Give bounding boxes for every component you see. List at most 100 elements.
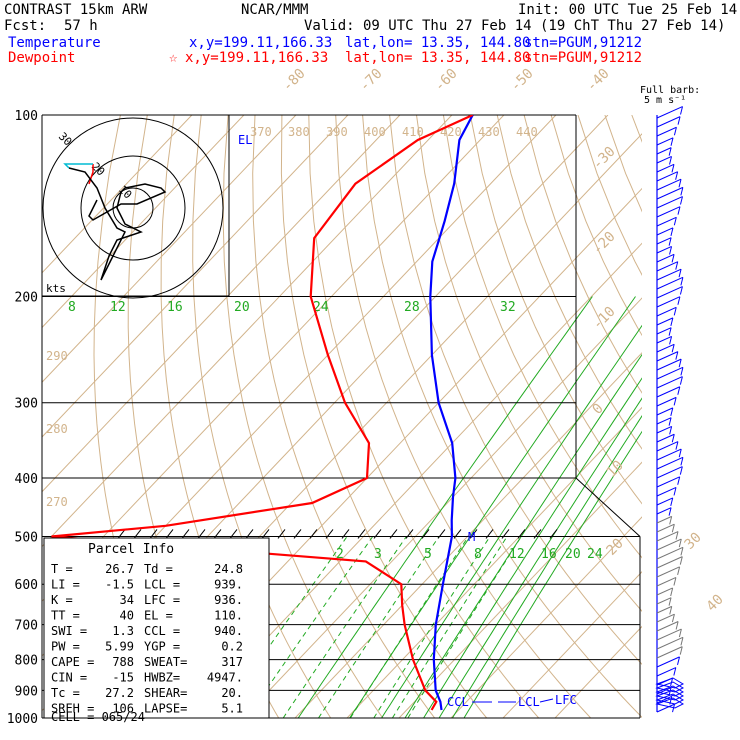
wind-barb-cluster [655,689,685,701]
hatch-mark [469,529,478,539]
moist-adiabat-line [407,536,522,718]
theta-label: 380 [288,125,310,139]
wind-barb-flag [671,254,675,263]
wind-barb-flag [671,434,675,443]
wind-barb [656,433,675,443]
wind-barb-flag [677,296,681,305]
theta-label: 430 [478,125,500,139]
ccl-annotation: CCL [447,695,469,709]
wind-barb [656,261,678,272]
wind-barb [656,656,680,668]
parcel-param-value: 26.7 [105,562,134,576]
pressure-tick-label: 600 [15,578,38,593]
moist-adiabat-label: 3 [374,547,382,562]
parcel-param-value: 40 [120,609,134,623]
parcel-param-value: 1.3 [112,624,134,638]
isotherm-line [502,571,642,718]
wind-barb-flag [678,448,682,458]
wind-barb [656,206,681,218]
dry-adiabat-line [416,115,642,612]
temperature-legend-label: Temperature [8,35,101,51]
hatch-mark [149,529,158,539]
hatch-mark [181,529,190,539]
mixing-ratio-line [423,377,642,718]
theta-label: 400 [364,125,386,139]
wind-barb-cluster [655,685,685,697]
wind-barb-flag [677,566,681,575]
right-axis-bend [575,477,641,537]
wind-barb-flag [673,487,677,496]
pressure-tick-label: 700 [15,619,38,634]
wind-barb-flag [680,106,683,115]
hatch-mark [245,529,254,539]
wind-barb [656,556,683,569]
wind-barb-flag [668,507,672,516]
dewpoint-xy: x,y=199.11,166.33 [185,50,329,66]
theta-label-left: 280 [46,422,68,436]
wind-barb-flag [671,344,675,353]
hatch-mark [533,529,542,539]
el-annotation: EL [238,133,252,147]
wind-barb [656,396,677,407]
wind-barb-flag [679,556,683,565]
hatch-mark [341,529,350,539]
wind-barb-flag [671,524,675,533]
wind-barb-flag [680,277,684,286]
wind-barb-flag [680,367,684,376]
parcel-param-value: 20. [221,686,243,700]
wind-barb-flag [673,397,677,406]
moist-adiabat-line [282,536,407,718]
hatch-mark [325,529,334,539]
wind-barb [656,268,682,281]
wind-barb-flag [673,307,677,316]
parcel-param-value: 106 [112,702,134,716]
temperature-latlon: lat,lon= 13.35, 144.80 [345,35,531,51]
isotherm-line [242,297,642,718]
dry-adiabat-line [631,115,642,143]
hodograph-mid-level-trace [63,163,93,169]
theta-label: 410 [402,125,424,139]
wind-barb-flag [675,261,679,270]
wind-barb [656,296,681,308]
wind-barb [656,605,672,614]
wind-barb [656,466,683,479]
hatch-mark [421,529,430,539]
wind-barb-flag [670,227,674,236]
isotherm-label: 20 [604,536,627,559]
parcel-param-label: EL = [144,609,173,623]
moist-adiabat-label: 5 [424,547,432,562]
wind-barb [656,667,677,677]
parcel-param-label: LCL = [144,578,180,592]
wind-barb [656,351,679,362]
wind-barb-flag [679,286,683,295]
wind-barb-flag [678,538,682,548]
hatch-mark [549,529,558,539]
mixing-ratio-label: 8 [68,300,76,315]
isotherm-line [294,352,642,718]
wind-barb-flag [669,426,673,435]
mixing-ratio-line [463,430,642,718]
isotherm-line [346,406,642,718]
hatch-mark [309,529,318,539]
dry-adiabat-line [469,115,642,505]
isotherm-label: 0 [590,401,607,418]
plot-frame [41,114,641,719]
dry-adiabat-line [577,115,642,276]
wind-barb-flag [669,336,673,345]
wind-barb [656,597,672,605]
wind-barb [656,137,674,146]
wind-barb-flag [675,621,679,630]
wind-barb [656,227,674,236]
hatch-mark [133,529,142,539]
wind-barb [656,386,680,398]
moist-adiabat-line [318,536,440,718]
hodograph-ring [42,117,224,299]
isotherm-line [42,115,401,493]
parcel-info-title: Parcel Info [88,542,174,557]
hatch-mark [517,529,526,539]
wind-barb-cluster [655,693,685,705]
wind-barb-flag [679,376,683,385]
wind-barb-flag [670,677,674,687]
moist-adiabat-label: 24 [587,547,603,562]
wind-barb-cluster [655,681,685,693]
